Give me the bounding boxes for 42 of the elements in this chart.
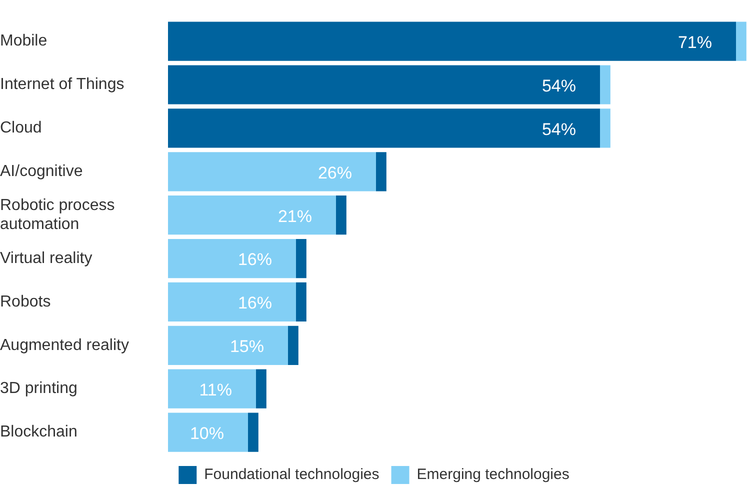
y-tick-label: Cloud: [0, 120, 42, 137]
data-label: 16%: [238, 250, 272, 270]
data-label: 10%: [190, 424, 224, 443]
bar: [288, 326, 298, 365]
bar: [168, 412, 248, 452]
y-tick-label: 3D printing: [0, 380, 78, 398]
y-tick-label: Blockchain: [0, 424, 78, 441]
data-label: 21%: [278, 206, 312, 226]
data-label: 11%: [199, 380, 232, 400]
bar: [168, 196, 336, 235]
bar: [248, 412, 258, 452]
bar: [256, 369, 266, 408]
y-tick-label: Virtual reality: [0, 250, 92, 267]
y-tick-label: Augmented reality: [0, 336, 129, 354]
y-tick-label: Internet of Things: [0, 76, 124, 94]
bar: [600, 108, 610, 148]
data-label: 54%: [542, 76, 576, 96]
bar: [600, 65, 610, 104]
data-label: 16%: [238, 294, 272, 313]
bar: [168, 108, 600, 148]
data-label: 15%: [230, 337, 264, 356]
bar: [168, 65, 600, 104]
bar: [296, 238, 306, 278]
bar: [736, 22, 746, 61]
y-tick-label: AI/cognitive: [0, 163, 83, 180]
bar: [168, 326, 288, 365]
legend-label: Emerging technologies: [416, 466, 570, 484]
bar: [168, 369, 256, 408]
y-tick-label: Robots: [0, 293, 51, 310]
bar: [168, 238, 296, 278]
data-label: 71%: [678, 33, 712, 52]
data-label: 54%: [542, 120, 576, 139]
bar: [168, 22, 736, 61]
data-label: 26%: [318, 163, 352, 182]
bar: [296, 282, 306, 322]
y-tick-label: Robotic process automation: [0, 196, 115, 234]
y-tick-label: Mobile: [0, 32, 48, 50]
bar: [336, 196, 346, 235]
bar: [168, 282, 296, 322]
legend-label: Foundational technologies: [204, 466, 380, 484]
bar: [376, 152, 386, 192]
bar: [168, 152, 376, 192]
